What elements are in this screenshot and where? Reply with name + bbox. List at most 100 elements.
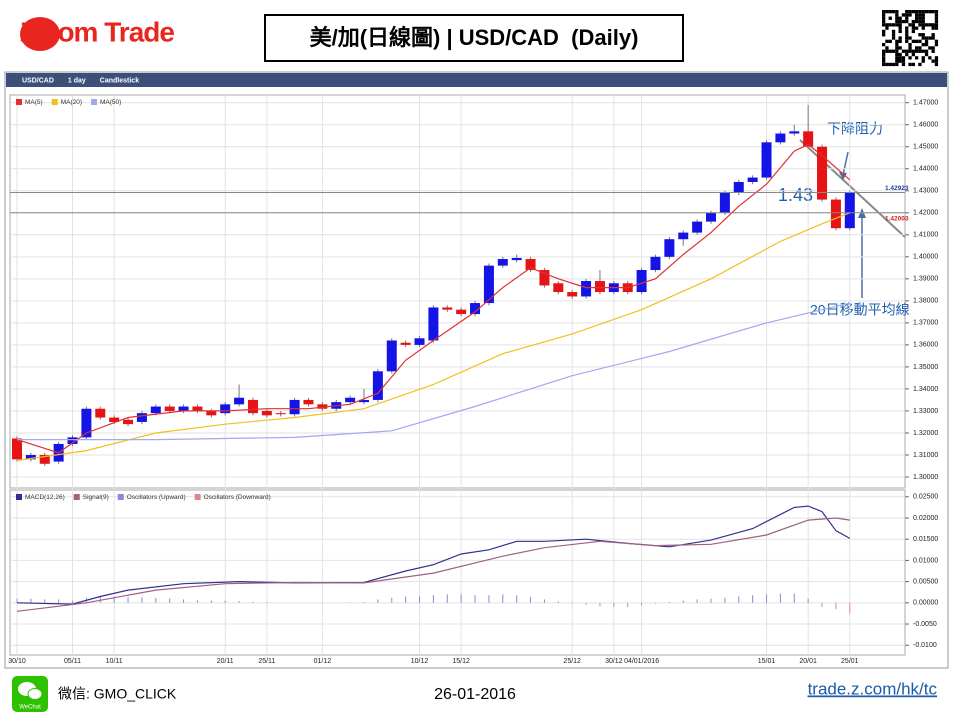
- qr-cell: [934, 59, 939, 63]
- candle-body: [650, 256, 661, 271]
- price-label: 1.42003: [885, 215, 909, 222]
- qr-cell: [908, 62, 912, 67]
- qr-cell: [905, 52, 909, 57]
- candle-body: [164, 406, 175, 411]
- qr-cell: [895, 59, 899, 63]
- qr-cell: [895, 10, 899, 14]
- y-tick-label: 0.00500: [913, 578, 938, 585]
- candle-body: [192, 406, 203, 411]
- title: 美/加(日線圖) | USD/CAD (Daily): [310, 25, 639, 50]
- y-tick-label: 1.38000: [913, 298, 938, 305]
- candle-body: [511, 257, 522, 261]
- qr-cell: [905, 16, 909, 20]
- candle-body: [470, 303, 481, 315]
- qr-cell: [898, 39, 902, 43]
- candle-body: [539, 270, 550, 286]
- qr-cell: [908, 36, 912, 40]
- qr-cell: [898, 26, 902, 30]
- y-tick-label: 0.02000: [913, 515, 938, 522]
- qr-cell: [934, 62, 939, 67]
- qr-cell: [898, 52, 902, 57]
- qr-cell: [915, 19, 919, 24]
- y-tick-label: 1.33000: [913, 408, 938, 415]
- series-line: [16, 517, 850, 612]
- qr-cell: [898, 59, 902, 63]
- wechat-bubble: [27, 688, 43, 700]
- qr-cell: [915, 46, 919, 50]
- qr-cell: [891, 23, 896, 27]
- x-tick-label: 04/01/2016: [624, 658, 659, 665]
- qr-cell: [934, 26, 939, 30]
- series-line: [16, 505, 851, 605]
- toolbar-tab[interactable]: 1 day: [68, 77, 86, 84]
- qr-cell: [908, 56, 912, 60]
- qr-cell: [918, 23, 922, 27]
- qr-cell: [924, 10, 929, 14]
- candle-body: [719, 192, 730, 213]
- candle-body: [136, 413, 147, 422]
- qr-cell: [885, 46, 889, 50]
- qr-cell: [924, 39, 929, 43]
- qr-cell: [885, 39, 889, 43]
- qr-cell: [908, 10, 912, 14]
- qr-cell: [931, 49, 935, 53]
- y-tick-label: 1.30000: [913, 474, 938, 481]
- candle-body: [275, 413, 286, 415]
- qr-cell: [882, 49, 886, 53]
- qr-cell: [885, 10, 889, 14]
- qr-cell: [901, 62, 906, 67]
- url-link[interactable]: trade.z.com/hk/tc: [808, 679, 938, 698]
- qr-cell: [895, 19, 899, 24]
- annotation: 20日移動平均線: [810, 302, 910, 318]
- toolbar-tab[interactable]: USD/CAD: [22, 77, 54, 84]
- qr-cell: [918, 16, 922, 20]
- candle-body: [123, 419, 134, 425]
- qr-cell: [915, 49, 919, 53]
- qr-cell: [882, 56, 886, 60]
- price-label: 1.42923: [885, 185, 909, 192]
- x-tick-label: 15/12: [452, 658, 470, 665]
- qr-cell: [924, 36, 929, 40]
- price-panel: [9, 94, 906, 489]
- y-tick-label: 1.41000: [913, 232, 938, 239]
- qr-cell: [895, 62, 899, 67]
- y-tick-label: 1.39000: [913, 276, 938, 283]
- legend-swatch: [117, 494, 124, 500]
- y-tick-label: 1.34000: [913, 386, 938, 393]
- qr-cell: [928, 36, 932, 40]
- qr-cell: [924, 52, 929, 57]
- y-tick-label: 1.31000: [913, 452, 938, 459]
- y-tick-label: 0.01000: [913, 557, 938, 564]
- y-tick-label: 1.40000: [913, 254, 938, 261]
- qr-cell: [918, 49, 922, 53]
- qr-cell: [905, 36, 909, 40]
- qr-cell: [911, 23, 915, 27]
- qr-cell: [901, 59, 906, 63]
- legend-label: MACD(12,26): [25, 494, 65, 501]
- qr-cell: [898, 16, 902, 20]
- candle-body: [581, 281, 592, 297]
- qr-cell: [905, 13, 909, 17]
- qr-cell: [918, 13, 922, 17]
- x-tick-label: 25/01: [841, 658, 859, 665]
- qr-cell: [908, 23, 912, 27]
- qr-cell: [905, 33, 909, 37]
- qr-cell: [934, 23, 939, 27]
- qr-cell: [882, 13, 886, 17]
- qr-cell: [928, 10, 932, 14]
- qr-cell: [905, 26, 909, 30]
- qr-cell: [911, 10, 915, 14]
- qr-cell: [882, 62, 886, 67]
- legend-label: MA(20): [61, 99, 82, 106]
- qr-cell: [898, 36, 902, 40]
- toolbar-tab[interactable]: Candlestick: [100, 77, 139, 84]
- qr-cell: [898, 23, 902, 27]
- y-tick-label: 1.46000: [913, 122, 938, 129]
- qr-cell: [891, 10, 896, 14]
- candle-body: [372, 371, 383, 400]
- qr-cell: [915, 26, 919, 30]
- qr-cell: [921, 26, 925, 30]
- qr-cell: [908, 13, 912, 17]
- candle-body: [442, 307, 453, 310]
- candle-body: [386, 340, 397, 372]
